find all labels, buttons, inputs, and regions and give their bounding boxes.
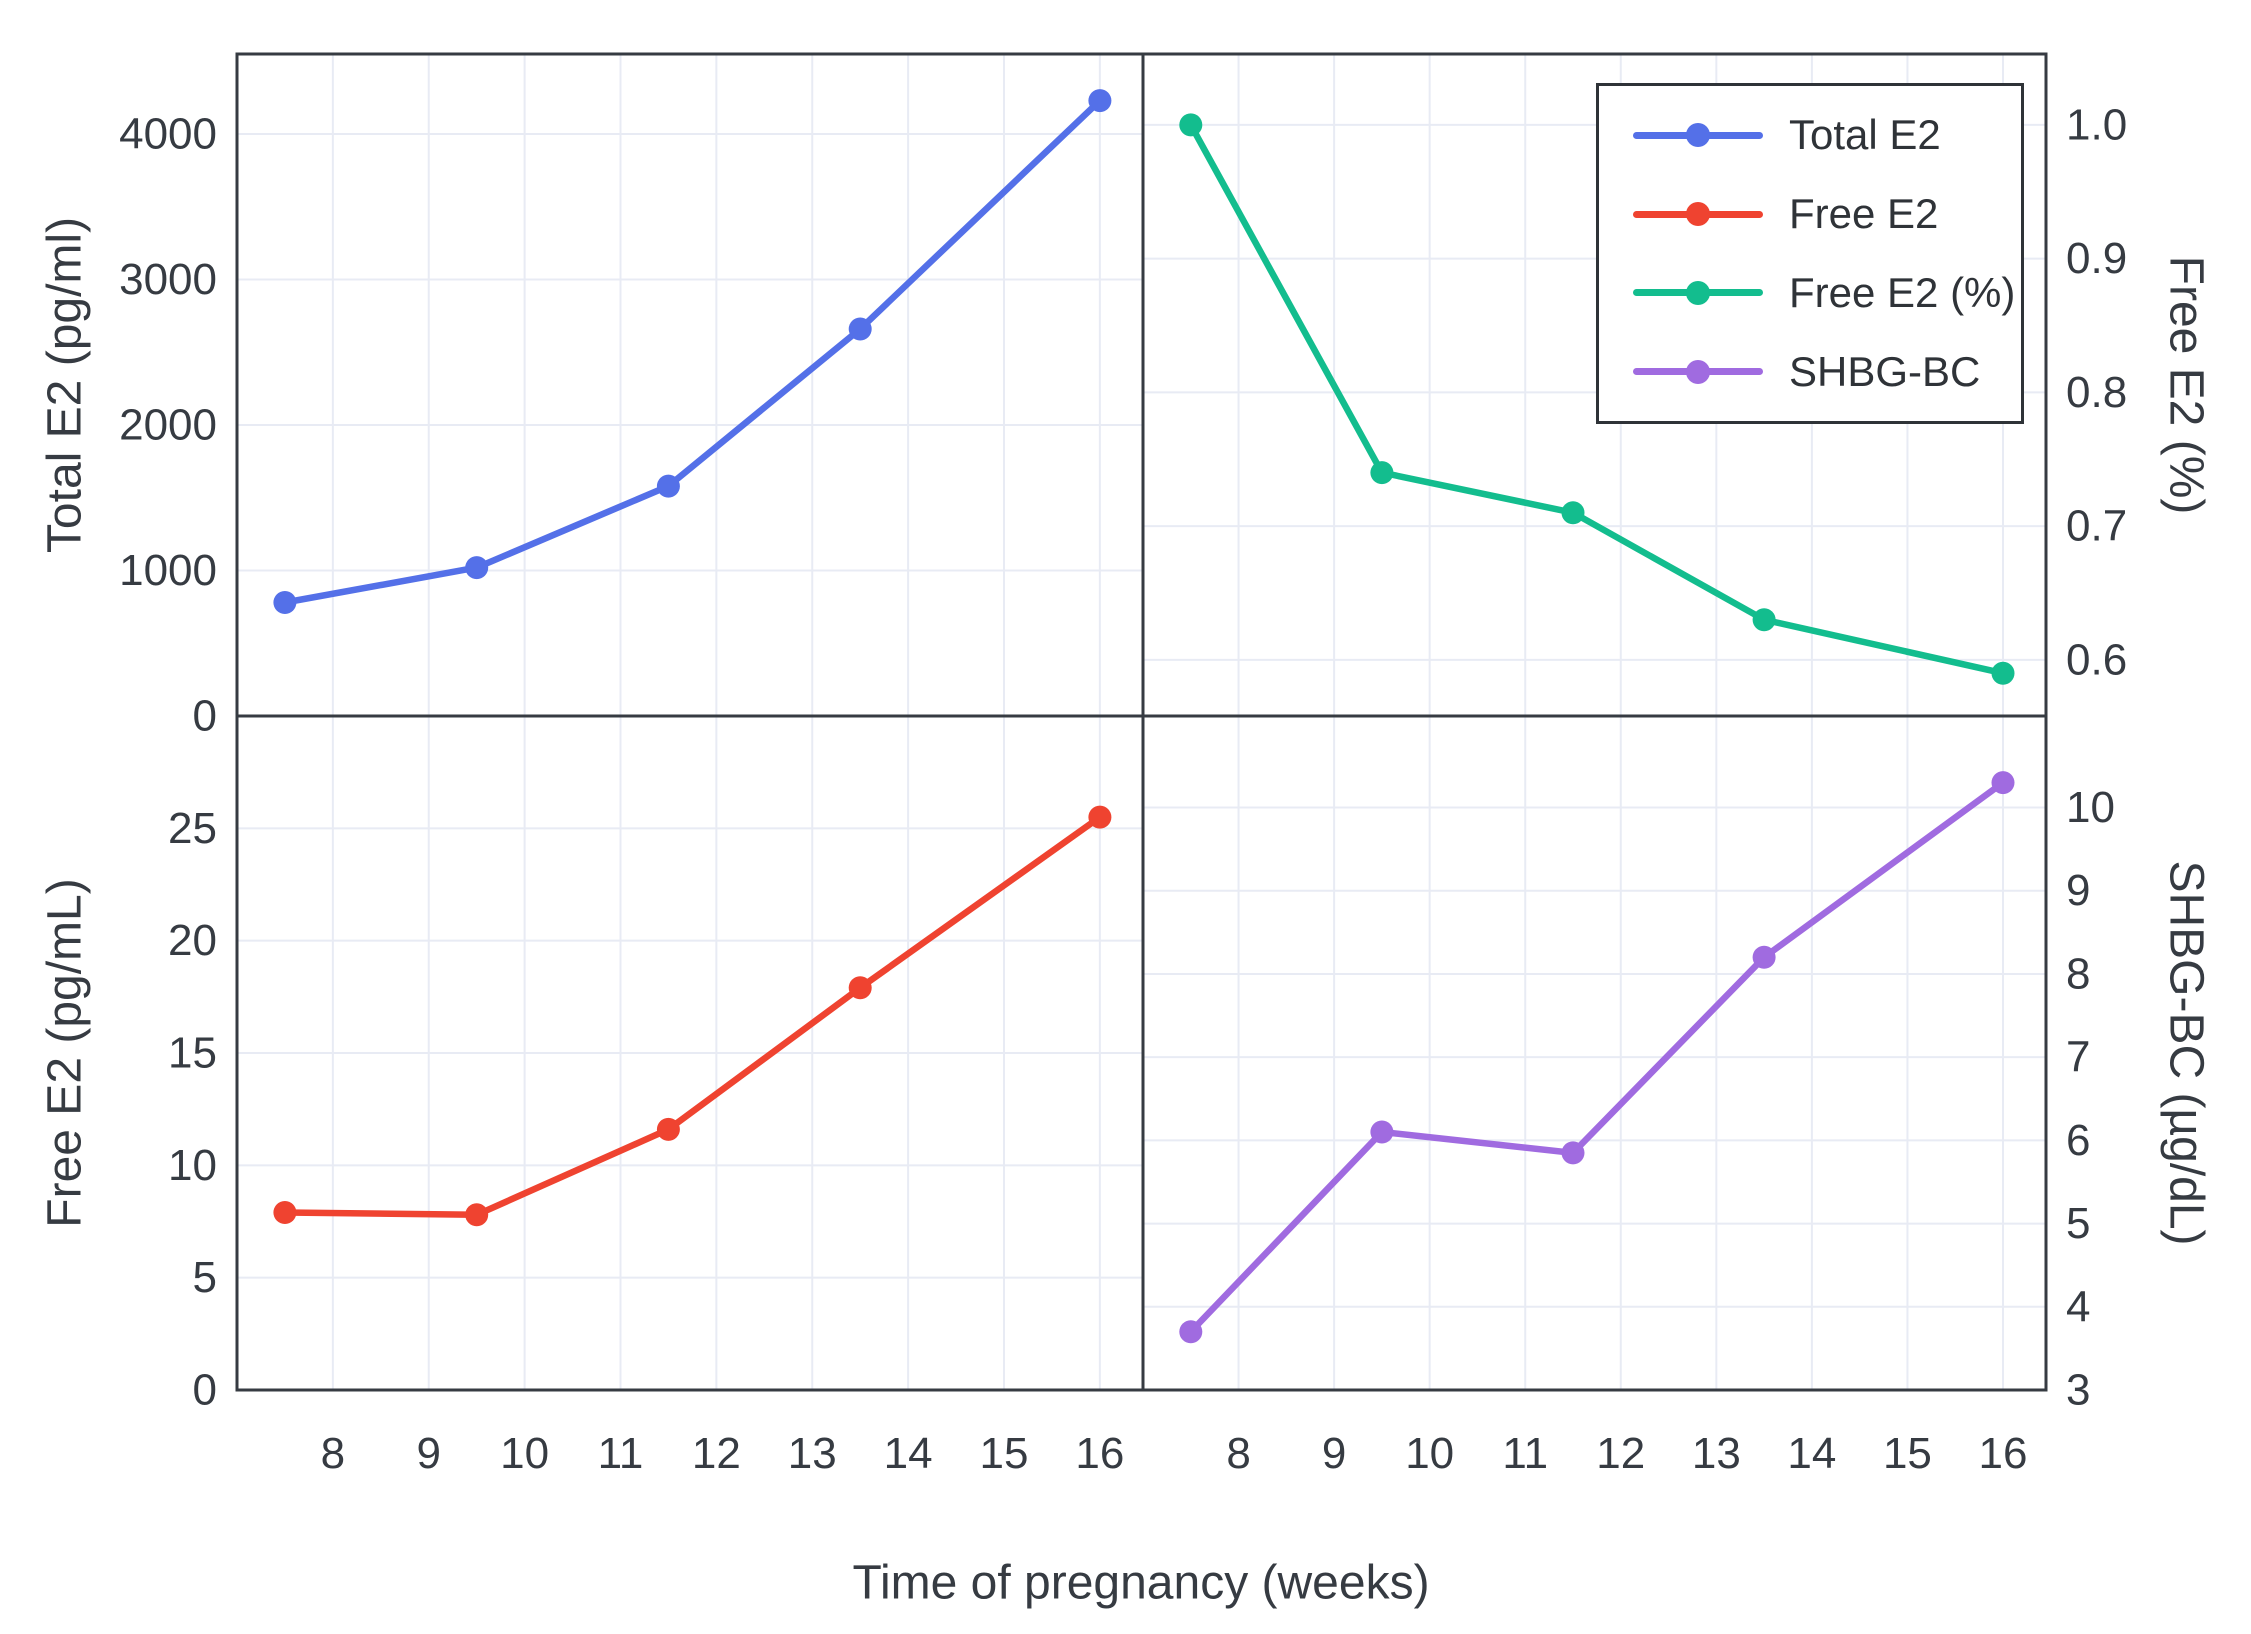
y-tick-label: 10 (2066, 783, 2115, 832)
y-tick-label: 4 (2066, 1282, 2090, 1331)
y-tick-label: 6 (2066, 1116, 2090, 1165)
data-point-total-e2 (848, 317, 872, 341)
data-point-free-e2- (1752, 608, 1776, 632)
x-tick-label: 15 (1883, 1429, 1932, 1478)
data-point-shbg-bc (1991, 771, 2015, 795)
y-axis-label-free-e2: Free E2 (pg/mL) (38, 878, 92, 1228)
data-point-free-e2 (656, 1117, 680, 1141)
x-tick-label: 9 (1322, 1429, 1346, 1478)
data-point-total-e2 (1088, 89, 1112, 113)
gridlines (1143, 716, 2046, 1391)
y-tick-label: 10 (168, 1141, 217, 1190)
y-tick-label: 0.9 (2066, 234, 2127, 283)
y-tick-label: 7 (2066, 1033, 2090, 1082)
y-tick-label: 3000 (119, 255, 217, 304)
panel-bottom-left: 0 5 10 15 20 25 8 9 10 11 12 13 14 15 16 (168, 714, 1145, 1478)
y-tick-label: 3 (2066, 1366, 2090, 1415)
y-tick-label: 0.8 (2066, 368, 2127, 417)
x-tick-label: 13 (788, 1429, 837, 1478)
data-point-free-e2 (273, 1201, 297, 1224)
y-axis-label-free-e2-pct: Free E2 (%) (2159, 255, 2213, 515)
y-tick-labels: 3 4 5 6 7 8 9 10 (2066, 783, 2115, 1414)
data-point-free-e2- (1179, 113, 1203, 137)
y-tick-label: 5 (2066, 1199, 2090, 1248)
legend-line-marker-icon (1633, 202, 1763, 227)
legend-line-marker-icon (1633, 280, 1763, 305)
legend-line-marker-icon (1633, 359, 1763, 384)
x-tick-label: 12 (1596, 1429, 1645, 1478)
panel-background (1143, 716, 2046, 1390)
y-tick-labels: 0.6 0.7 0.8 0.9 1.0 (2066, 100, 2127, 684)
y-tick-labels: 0 5 10 15 20 25 (168, 804, 217, 1415)
y-tick-label: 4000 (119, 110, 217, 159)
y-tick-label: 2000 (119, 401, 217, 450)
y-tick-label: 1.0 (2066, 100, 2127, 149)
x-tick-label: 11 (598, 1429, 644, 1478)
y-tick-label: 0 (193, 692, 217, 741)
legend-label: SHBG-BC (1789, 347, 1981, 395)
data-point-free-e2- (1370, 461, 1394, 485)
y-tick-labels: 0 1000 2000 3000 4000 (119, 110, 217, 741)
legend-item-free-e2-pct: Free E2 (%) (1633, 269, 2021, 317)
data-point-shbg-bc (1561, 1141, 1585, 1165)
x-tick-label: 10 (1405, 1429, 1454, 1478)
y-tick-label: 25 (168, 804, 217, 853)
legend-item-shbg-bc: SHBG-BC (1633, 348, 2021, 396)
data-point-shbg-bc (1752, 945, 1776, 969)
y-tick-label: 9 (2066, 866, 2090, 915)
x-tick-label: 11 (1502, 1429, 1548, 1478)
x-tick-label: 14 (1787, 1429, 1836, 1478)
x-tick-label: 12 (692, 1429, 741, 1478)
x-tick-label: 10 (500, 1429, 549, 1478)
data-point-free-e2- (1991, 661, 2015, 685)
y-axis-label-total-e2: Total E2 (pg/ml) (38, 216, 92, 554)
panel-bottom-right: 3 4 5 6 7 8 9 10 8 9 10 11 12 13 14 15 16 (1141, 714, 2115, 1478)
legend-label: Free E2 (1789, 190, 1939, 238)
data-point-free-e2- (1561, 501, 1585, 525)
data-point-shbg-bc (1179, 1320, 1203, 1344)
panel-top-left: 0 1000 2000 3000 4000 (119, 52, 1145, 741)
x-axis-label: Time of pregnancy (weeks) (852, 1556, 1430, 1610)
data-point-total-e2 (273, 591, 297, 614)
y-axis-label-shbg-bc: SHBG-BC (µg/dL) (2159, 860, 2213, 1246)
x-tick-label: 16 (1075, 1429, 1124, 1478)
x-tick-label: 13 (1692, 1429, 1741, 1478)
panel-background (237, 54, 1143, 716)
data-point-shbg-bc (1370, 1120, 1394, 1144)
legend: Total E2 Free E2 Free E2 (%) SHBG-BC (1596, 83, 2024, 424)
data-point-total-e2 (656, 474, 680, 498)
x-tick-label: 8 (1226, 1429, 1250, 1478)
y-tick-label: 0.7 (2066, 502, 2127, 551)
y-tick-label: 0.6 (2066, 635, 2127, 684)
y-tick-label: 1000 (119, 546, 217, 595)
x-tick-label: 8 (321, 1429, 345, 1478)
legend-label: Free E2 (%) (1789, 268, 2016, 316)
y-tick-label: 5 (193, 1253, 217, 1302)
data-point-free-e2 (1088, 805, 1112, 829)
y-tick-label: 20 (168, 916, 217, 965)
x-tick-labels: 8 9 10 11 12 13 14 15 16 (1226, 1429, 2027, 1478)
x-tick-label: 14 (884, 1429, 933, 1478)
y-tick-label: 8 (2066, 949, 2090, 998)
data-point-free-e2 (848, 976, 872, 1000)
y-tick-label: 15 (168, 1029, 217, 1078)
panel-border (1141, 714, 2048, 1392)
x-tick-label: 16 (1979, 1429, 2028, 1478)
data-point-free-e2 (465, 1203, 489, 1227)
x-tick-label: 15 (980, 1429, 1029, 1478)
legend-item-free-e2: Free E2 (1633, 190, 2021, 238)
legend-item-total-e2: Total E2 (1633, 111, 2021, 159)
legend-line-marker-icon (1633, 123, 1763, 148)
x-tick-label: 9 (417, 1429, 441, 1478)
legend-label: Total E2 (1789, 111, 1941, 159)
data-point-total-e2 (465, 556, 489, 580)
x-tick-labels: 8 9 10 11 12 13 14 15 16 (321, 1429, 1125, 1478)
y-tick-label: 0 (193, 1366, 217, 1415)
